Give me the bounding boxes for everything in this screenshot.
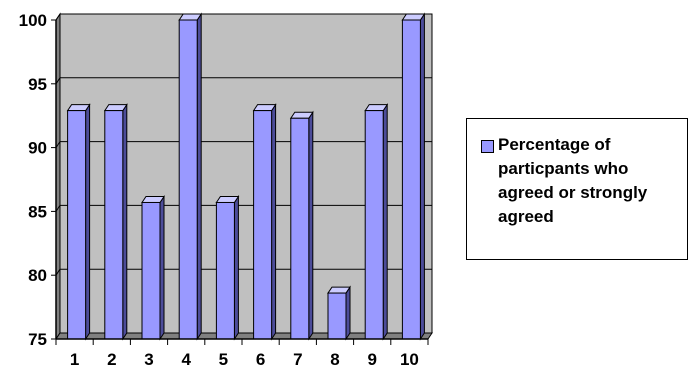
bar-side (419, 12, 425, 341)
bar-top (141, 195, 165, 203)
y-tick-label: 85 (28, 202, 47, 221)
bar-side (308, 110, 314, 341)
y-tick-label: 100 (19, 11, 47, 30)
bar (178, 12, 203, 341)
bar (327, 285, 351, 341)
bar (289, 110, 314, 341)
y-tick-label: 75 (28, 330, 47, 349)
bar-top (289, 111, 314, 119)
x-axis-ticks: 1 2 3 4 5 6 7 8 9 10 (55, 339, 429, 369)
x-tick-label: 5 (219, 350, 228, 369)
x-tick-label: 3 (144, 350, 153, 369)
legend-label: Percentage of particpants who agreed or … (498, 135, 648, 226)
bar-top (103, 104, 128, 112)
bar (252, 102, 277, 341)
y-tick-label: 80 (28, 266, 47, 285)
bar-side (345, 285, 351, 341)
x-tick-label: 2 (107, 350, 116, 369)
bar (141, 194, 165, 341)
legend: Percentage of particpants who agreed or … (466, 118, 688, 260)
bar-top (252, 104, 277, 112)
x-tick-label: 8 (330, 350, 339, 369)
y-tick-label: 90 (28, 139, 47, 158)
bar-front (141, 201, 161, 340)
bar-front (215, 201, 235, 340)
bars (66, 12, 426, 341)
bar-top (364, 104, 389, 112)
bar-side (196, 12, 202, 341)
bar-side (85, 102, 91, 341)
bar-front (327, 292, 347, 340)
bar-top (327, 286, 351, 294)
bar-front (364, 110, 384, 340)
bar-front (290, 117, 310, 340)
x-tick-label: 10 (400, 350, 419, 369)
bar (66, 102, 91, 341)
y-tick-label: 95 (28, 75, 47, 94)
bar-front (178, 19, 198, 340)
bar-front (401, 19, 421, 340)
bar-side (271, 102, 277, 341)
bar-side (233, 194, 239, 341)
x-tick-label: 7 (293, 350, 302, 369)
bar-top (178, 13, 203, 21)
bar (103, 102, 128, 341)
bar-top (66, 104, 91, 112)
legend-swatch (481, 140, 494, 153)
x-tick-label: 9 (367, 350, 376, 369)
bar-side (122, 102, 128, 341)
bar (364, 102, 389, 341)
bar-side (382, 102, 388, 341)
bar-front (104, 110, 124, 340)
gridline-side (55, 13, 61, 21)
bar-side (159, 194, 165, 341)
bar (401, 12, 426, 341)
x-tick-label: 1 (70, 350, 79, 369)
bar (215, 194, 240, 341)
y-axis-ticks: 75 80 85 90 95 100 (19, 11, 56, 349)
bar-top (215, 195, 240, 203)
x-tick-label: 4 (181, 350, 191, 369)
bar-front (67, 110, 87, 340)
x-tick-label: 6 (256, 350, 265, 369)
bar-front (253, 110, 273, 340)
bar-top (401, 13, 426, 21)
